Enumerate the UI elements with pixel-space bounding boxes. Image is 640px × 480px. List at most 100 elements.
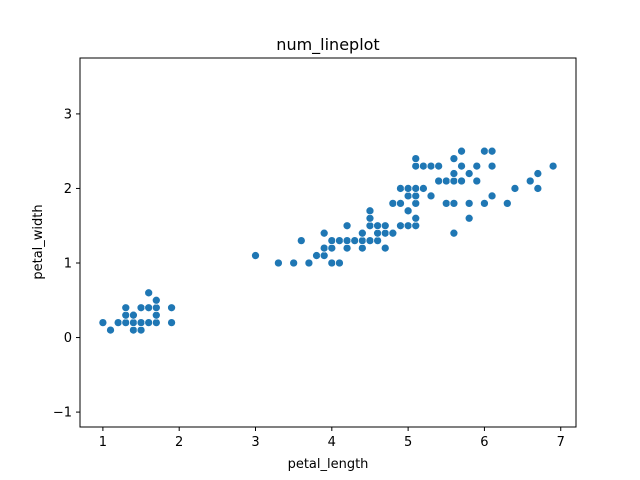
data-point bbox=[304, 258, 314, 268]
data-point bbox=[472, 161, 482, 171]
data-point bbox=[365, 236, 375, 245]
data-point bbox=[449, 169, 459, 178]
data-point bbox=[121, 318, 131, 327]
data-point bbox=[419, 184, 428, 193]
data-point bbox=[411, 199, 421, 208]
x-tick-label: 1 bbox=[99, 435, 107, 450]
data-point bbox=[373, 228, 382, 238]
data-point bbox=[403, 191, 413, 201]
x-tick-label: 3 bbox=[251, 435, 259, 450]
data-point bbox=[411, 213, 421, 223]
data-point bbox=[380, 221, 390, 231]
data-point bbox=[151, 295, 161, 305]
data-point bbox=[411, 191, 421, 201]
data-point bbox=[403, 184, 413, 193]
data-point bbox=[434, 176, 443, 186]
x-tick-label: 6 bbox=[480, 435, 488, 450]
data-point bbox=[129, 325, 138, 335]
x-tick-label: 2 bbox=[175, 435, 183, 450]
data-point bbox=[525, 176, 535, 186]
data-point bbox=[449, 199, 459, 208]
data-point bbox=[335, 236, 344, 245]
data-point bbox=[357, 228, 367, 238]
data-point bbox=[98, 318, 108, 327]
data-point bbox=[342, 243, 352, 253]
data-point bbox=[396, 184, 405, 193]
data-point bbox=[403, 206, 413, 216]
data-point bbox=[136, 303, 146, 313]
data-point bbox=[327, 243, 337, 253]
data-point bbox=[457, 161, 466, 171]
data-point bbox=[151, 318, 161, 327]
data-point bbox=[357, 243, 367, 253]
data-point bbox=[144, 318, 154, 327]
data-point bbox=[373, 236, 382, 245]
y-axis-label: petal_width bbox=[31, 204, 46, 279]
data-point bbox=[457, 176, 466, 186]
data-point bbox=[312, 251, 321, 260]
data-point bbox=[357, 236, 367, 245]
data-point bbox=[151, 303, 161, 313]
data-point bbox=[319, 243, 329, 253]
data-point bbox=[388, 228, 398, 238]
data-point bbox=[472, 176, 482, 186]
data-point bbox=[319, 251, 329, 260]
data-point bbox=[449, 154, 459, 163]
data-point bbox=[464, 169, 474, 178]
data-point bbox=[441, 176, 451, 186]
data-point bbox=[296, 236, 306, 245]
data-points bbox=[98, 146, 558, 335]
data-point bbox=[449, 176, 459, 186]
data-point bbox=[388, 199, 398, 208]
data-point bbox=[113, 318, 123, 327]
data-point bbox=[457, 146, 466, 156]
data-point bbox=[426, 161, 436, 171]
data-point bbox=[396, 199, 405, 208]
data-point bbox=[510, 184, 520, 193]
data-point bbox=[380, 243, 390, 253]
data-point bbox=[144, 303, 154, 313]
y-tick-label: 0 bbox=[64, 331, 72, 346]
data-point bbox=[464, 213, 474, 223]
data-point bbox=[441, 199, 451, 208]
data-point bbox=[487, 161, 497, 171]
data-point bbox=[121, 303, 131, 313]
data-point bbox=[411, 154, 421, 163]
y-axis-ticks: −1 0 1 2 3 bbox=[53, 107, 80, 421]
data-point bbox=[426, 191, 436, 201]
data-point bbox=[121, 310, 131, 320]
data-point bbox=[533, 184, 543, 193]
data-point bbox=[464, 199, 474, 208]
data-point bbox=[487, 146, 497, 156]
data-point bbox=[365, 213, 375, 223]
data-point bbox=[151, 310, 161, 320]
data-point bbox=[251, 251, 260, 260]
data-point bbox=[144, 288, 154, 298]
data-point bbox=[289, 258, 299, 268]
data-point bbox=[350, 236, 360, 245]
data-point bbox=[487, 191, 497, 201]
data-point bbox=[167, 318, 176, 327]
plot-frame bbox=[79, 57, 577, 428]
x-axis-ticks: 1 2 3 4 5 6 7 bbox=[99, 427, 565, 450]
data-point bbox=[449, 228, 459, 238]
chart-title: num_lineplot bbox=[276, 35, 379, 55]
x-axis-label: petal_length bbox=[288, 457, 369, 472]
data-point bbox=[502, 199, 512, 208]
data-point bbox=[167, 303, 176, 313]
y-tick-label: 2 bbox=[64, 182, 72, 197]
data-point bbox=[380, 228, 390, 238]
data-point bbox=[274, 258, 283, 268]
data-point bbox=[319, 228, 329, 238]
data-point bbox=[411, 161, 421, 171]
data-point bbox=[373, 221, 382, 231]
data-point bbox=[480, 146, 489, 156]
data-point bbox=[365, 221, 375, 231]
data-point bbox=[403, 221, 413, 231]
x-tick-label: 5 bbox=[404, 435, 412, 450]
data-point bbox=[365, 206, 375, 216]
y-tick-label: −1 bbox=[53, 406, 72, 421]
data-point bbox=[342, 221, 352, 231]
data-point bbox=[327, 236, 337, 245]
